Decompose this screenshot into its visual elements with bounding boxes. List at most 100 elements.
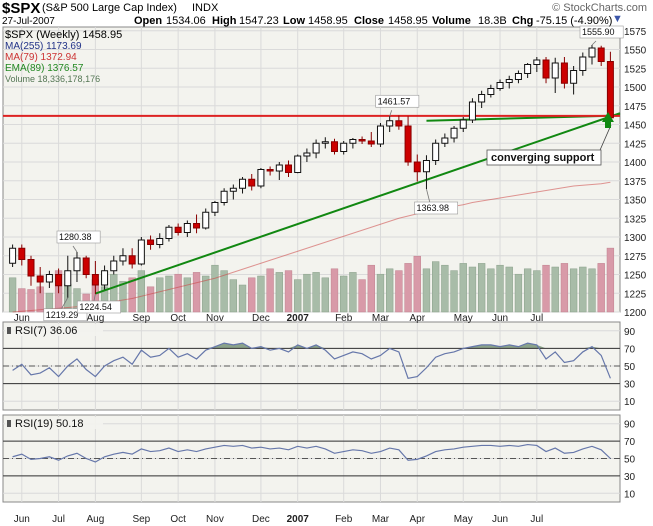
y-tick-label: 10 bbox=[624, 397, 636, 408]
candle-body bbox=[597, 47, 605, 62]
candle-body bbox=[496, 82, 504, 89]
y-tick-label: 30 bbox=[624, 380, 636, 391]
y-tick-label: 1475 bbox=[624, 102, 647, 113]
candle-body bbox=[174, 226, 182, 233]
x-tick-label: Nov bbox=[206, 313, 224, 324]
candle-body bbox=[340, 142, 348, 152]
x-tick-label: Aug bbox=[86, 313, 104, 324]
x-tick-label: Jun bbox=[14, 313, 30, 324]
volume-bar bbox=[413, 255, 421, 313]
annotation-1363: 1363.98 bbox=[416, 203, 449, 213]
volume-bar bbox=[284, 270, 293, 313]
volume-bar bbox=[597, 263, 605, 313]
candle-body bbox=[45, 274, 53, 283]
volume-bar bbox=[303, 273, 311, 313]
x-tick-label: Dec bbox=[252, 313, 270, 324]
annotation-1280-box bbox=[56, 230, 101, 244]
candle-body bbox=[450, 127, 458, 139]
candle-body bbox=[229, 187, 237, 192]
candle-body bbox=[137, 239, 145, 265]
volume-bar bbox=[18, 288, 26, 313]
candle-body bbox=[376, 125, 384, 145]
volume-bar bbox=[514, 273, 523, 313]
candle-body bbox=[514, 73, 522, 80]
ohlc-close-value: 1458.95 bbox=[388, 15, 428, 27]
volume-bar bbox=[275, 272, 283, 313]
volume-bar bbox=[441, 264, 449, 313]
annotation-1224: 1224.54 bbox=[79, 302, 112, 312]
volume-bar bbox=[349, 272, 357, 313]
volume-bar bbox=[560, 263, 569, 313]
x-tick-label: Jul bbox=[530, 514, 543, 525]
volume-bar bbox=[468, 266, 477, 313]
volume-bar bbox=[211, 264, 219, 313]
candle-body bbox=[570, 70, 578, 84]
ohlc-close-label: Close bbox=[354, 15, 384, 27]
y-tick-label: 30 bbox=[624, 472, 636, 483]
x-tick-label: Apr bbox=[409, 313, 425, 324]
candle-body bbox=[551, 62, 559, 79]
candle-body bbox=[422, 160, 430, 173]
y-tick-label: 1550 bbox=[624, 46, 647, 57]
candle-body bbox=[533, 59, 541, 65]
annotation-1280: 1280.38 bbox=[59, 232, 92, 242]
volume-bar bbox=[551, 266, 559, 313]
converging-box bbox=[486, 149, 602, 166]
candle-body bbox=[239, 178, 247, 189]
candle-body bbox=[183, 223, 191, 233]
x-tick-label: Oct bbox=[170, 313, 186, 324]
candle-body bbox=[91, 274, 99, 286]
volume-bar bbox=[496, 264, 504, 313]
volume-bar bbox=[330, 268, 339, 313]
volume-bar bbox=[376, 273, 385, 313]
volume-bar bbox=[146, 286, 155, 313]
volume-bar bbox=[257, 275, 265, 313]
candle-body bbox=[441, 137, 449, 144]
volume-bar bbox=[450, 270, 458, 313]
volume-bar bbox=[588, 268, 596, 313]
x-tick-label: Oct bbox=[170, 514, 186, 525]
x-tick-label: Dec bbox=[252, 514, 270, 525]
volume-bar bbox=[8, 277, 17, 313]
candle-body bbox=[64, 270, 72, 287]
volume-bar bbox=[321, 277, 329, 313]
volume-bar bbox=[367, 264, 375, 313]
candle-body bbox=[220, 190, 228, 203]
candle-body bbox=[294, 155, 302, 173]
volume-bar bbox=[165, 275, 173, 313]
chevron-down-icon[interactable]: ▼ bbox=[612, 13, 623, 25]
ohlc-volume-value: 18.3B bbox=[478, 15, 507, 27]
volume-bar bbox=[542, 264, 550, 313]
candle-body bbox=[147, 239, 155, 245]
candle-body bbox=[248, 178, 256, 187]
ohlc-low-value: 1458.95 bbox=[308, 15, 348, 27]
x-tick-label: 2007 bbox=[287, 514, 310, 525]
y-tick-label: 50 bbox=[624, 455, 636, 466]
volume-bar bbox=[358, 279, 366, 313]
volume-bar bbox=[27, 289, 35, 313]
candle-body bbox=[303, 152, 311, 157]
candle-body bbox=[55, 274, 63, 287]
candle-body bbox=[211, 202, 219, 213]
ohlc-open-label: Open bbox=[134, 15, 163, 27]
arrow-up-icon bbox=[602, 112, 614, 122]
annotation-1555-leader bbox=[591, 40, 597, 46]
volume-bar bbox=[248, 277, 256, 313]
candle-body bbox=[285, 164, 293, 173]
converging-label: converging support bbox=[491, 152, 595, 164]
ohlc-high-label: High bbox=[212, 15, 237, 27]
y-tick-label: 1450 bbox=[624, 121, 647, 132]
x-tick-label: Jun bbox=[492, 514, 508, 525]
candle-body bbox=[156, 238, 164, 245]
candle-body bbox=[330, 141, 338, 152]
volume-bar bbox=[422, 268, 431, 313]
y-tick-label: 1400 bbox=[624, 158, 647, 169]
volume-bar bbox=[340, 275, 348, 313]
annotation-1555: 1555.90 bbox=[582, 27, 615, 37]
x-tick-label: May bbox=[454, 313, 473, 324]
candle-body bbox=[119, 255, 127, 262]
index-name: (S&P 500 Large Cap Index) bbox=[42, 2, 177, 14]
rsi7-line bbox=[12, 342, 611, 380]
volume-bar bbox=[119, 281, 127, 313]
ohlc-volume-label: Volume bbox=[432, 15, 471, 27]
